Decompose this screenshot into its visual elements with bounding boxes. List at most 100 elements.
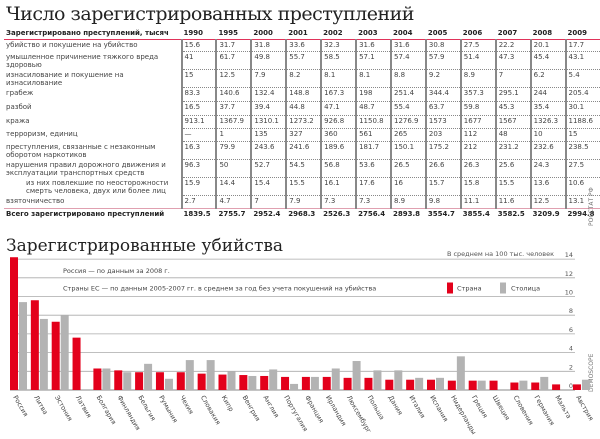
cell-value: 2.7	[180, 195, 217, 209]
row-label: из них повлекшие по неосторожности смерт…	[26, 178, 169, 195]
legend-swatch-country	[447, 282, 453, 294]
bar-country	[510, 382, 519, 390]
bar-capital	[102, 368, 111, 390]
bar-capital	[477, 380, 486, 390]
cell-value: 16.5	[180, 101, 217, 116]
cell-value: 44.8	[285, 101, 322, 116]
cell-value: 20.1	[529, 39, 566, 52]
cell-value: 11.6	[494, 195, 531, 209]
bar-capital	[415, 377, 424, 390]
row-label: изнасилование и покушение на изнасилован…	[6, 70, 124, 87]
year-header: 2000	[251, 28, 287, 40]
cell-value: 8.8	[389, 69, 426, 88]
cell-value: 238.5	[564, 141, 600, 160]
category-label: Англия	[261, 394, 280, 419]
cell-value: 15	[180, 69, 217, 88]
bar-capital	[456, 356, 465, 390]
bar-country	[197, 373, 206, 390]
total-value: 2893.8	[390, 208, 426, 219]
cell-value: 27.5	[564, 159, 600, 178]
note-eu: Страны ЕС — по данным 2005-2007 гг. в ср…	[63, 285, 376, 293]
category-label: Ирландия	[324, 394, 348, 428]
cell-value: 26.5	[389, 159, 426, 178]
bar-country	[447, 380, 456, 390]
category-label: Венгрия	[241, 394, 262, 423]
cell-value: 48.7	[355, 101, 391, 116]
crime-table: Зарегистрировано преступлений, тысяч 1990…	[4, 28, 600, 219]
cell-value: 16	[389, 177, 426, 196]
bar-country	[135, 372, 144, 390]
cell-value: 47.1	[320, 101, 357, 116]
total-value: 2968.3	[286, 208, 322, 219]
bar-country	[531, 382, 540, 390]
bar-capital	[519, 380, 528, 390]
legend-label-capital: Столица	[511, 285, 540, 293]
table-row: грабеж 83.3 140.6 132.4 148.8 167.3 198 251.4 34…	[4, 87, 600, 102]
category-label: Россия	[11, 394, 30, 418]
cell-value: 344.4	[424, 87, 461, 102]
cell-value: 9.2	[424, 69, 461, 88]
source-rosstat: РОССТАТ РФ	[588, 187, 595, 226]
cell-value: 1273.2	[285, 115, 322, 129]
cell-value: 231.2	[494, 141, 531, 160]
table-row: кража 913.1 1367.9 1310.1 1273.2 926.8 1150.8 1…	[4, 115, 600, 129]
cell-value: 49.8	[250, 51, 287, 70]
bar-capital	[227, 371, 236, 390]
bar-country	[260, 375, 269, 390]
total-value: 2952.4	[251, 208, 287, 219]
cell-value: 251.4	[389, 87, 426, 102]
bar-country	[114, 370, 123, 390]
cell-value: 10.6	[564, 177, 600, 196]
cell-value: 24.3	[529, 159, 566, 178]
cell-value: 13.6	[529, 177, 566, 196]
cell-value: 61.7	[215, 51, 252, 70]
cell-value: 4.7	[215, 195, 252, 209]
cell-value: 913.1	[180, 115, 217, 129]
cell-value: 45.4	[529, 51, 566, 70]
bar-country	[427, 379, 435, 390]
row-label: кража	[6, 116, 30, 125]
cell-value: 57.4	[389, 51, 426, 70]
y-tick-label: 0	[569, 382, 573, 390]
cell-value: 148.8	[285, 87, 322, 102]
table-row: нарушения правил дорожного движения и эк…	[4, 159, 600, 178]
cell-value: 55.4	[389, 101, 426, 116]
cell-value: 140.6	[215, 87, 252, 102]
category-label: Франция	[303, 394, 325, 425]
bar-capital	[290, 383, 299, 390]
cell-value: 15.5	[494, 177, 531, 196]
bar-country	[218, 374, 227, 390]
cell-value: 27.5	[459, 39, 496, 52]
cell-value: 7.9	[250, 69, 287, 88]
bar-country	[468, 380, 477, 390]
category-label: Латвия	[74, 394, 93, 419]
total-value: 3855.4	[460, 208, 496, 219]
row-label: терроризм, единиц	[6, 129, 78, 138]
bar-country	[30, 300, 39, 390]
cell-value: 12.5	[215, 69, 252, 88]
table-row: умышленное причинение тяжкого вреда здор…	[4, 51, 600, 70]
cell-value: 1326.3	[529, 115, 566, 129]
year-header: 2002	[321, 28, 357, 40]
bar-capital	[540, 376, 549, 390]
cell-value: 11.1	[459, 195, 496, 209]
year-header: 2008	[530, 28, 566, 40]
y-tick-label: 2	[569, 363, 573, 371]
table-row: из них повлекшие по неосторожности смерт…	[4, 177, 600, 196]
row-label: грабеж	[6, 88, 34, 97]
cell-value: 175.2	[424, 141, 461, 160]
cell-value: 37.7	[215, 101, 252, 116]
table-row: терроризм, единиц —1 135 327 360 561 265 203 112…	[4, 128, 600, 142]
bar-country	[572, 384, 581, 390]
cell-value: 8.9	[389, 195, 426, 209]
bar-capital	[269, 369, 278, 390]
cell-value: 53.6	[355, 159, 391, 178]
row-label: преступления, связанные с незаконным обо…	[6, 142, 156, 159]
cell-value: 1367.9	[215, 115, 252, 129]
row-label: разбой	[6, 102, 32, 111]
category-label: Румыния	[157, 394, 179, 424]
total-label: Всего зарегистрировано преступлений	[4, 208, 182, 219]
bar-capital	[394, 370, 403, 390]
bar-capital	[39, 318, 48, 390]
